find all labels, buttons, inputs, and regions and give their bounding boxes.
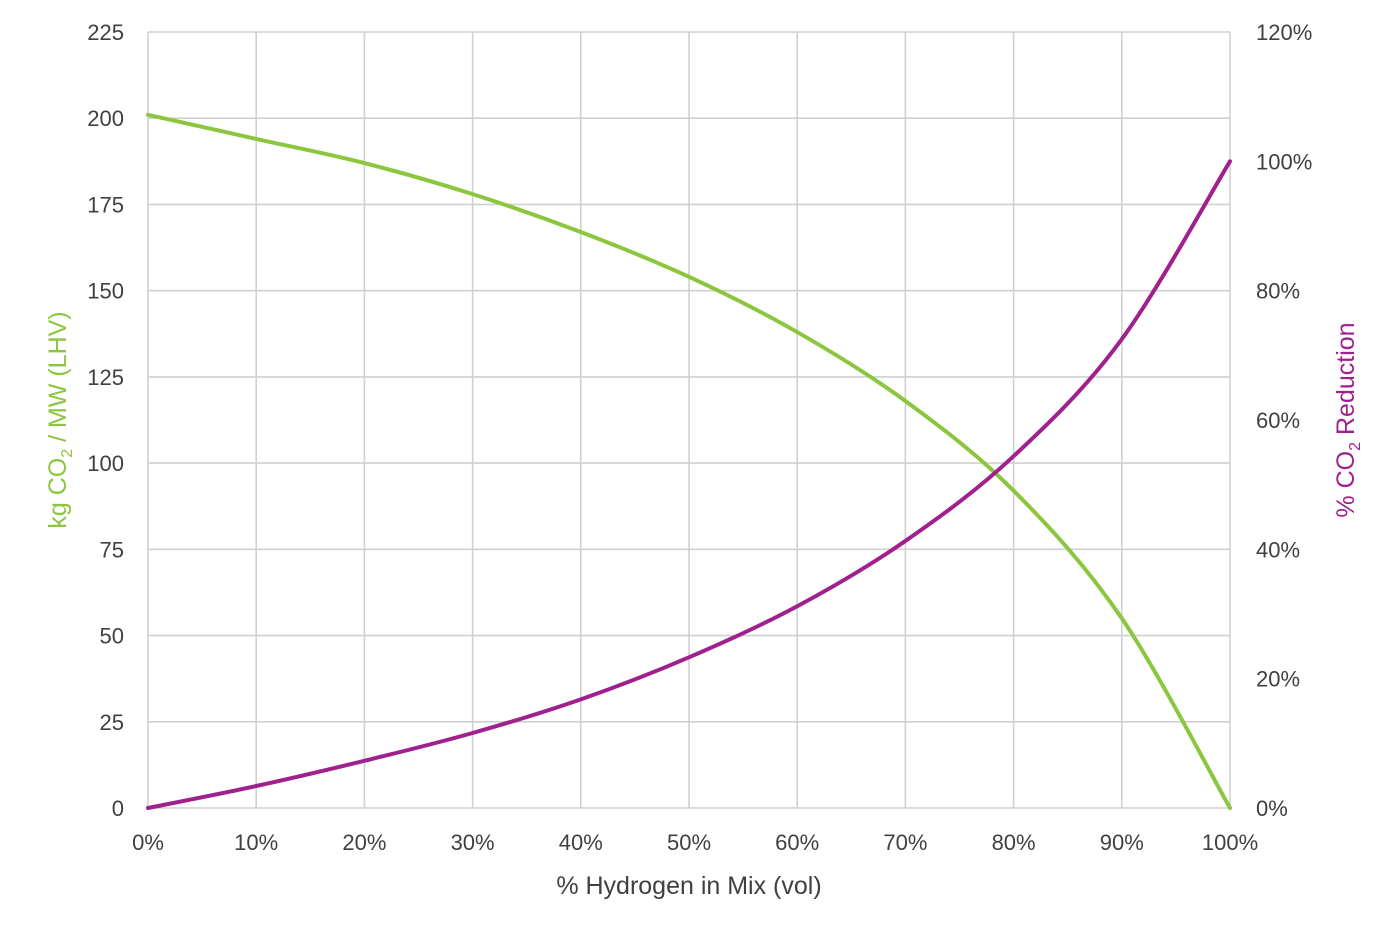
left-y-tick-label: 100 [87, 451, 124, 476]
x-tick-label: 40% [559, 830, 603, 855]
x-axis-tick-labels: 0% 10% 20% 30% 40% 50% 60% 70% 80% 90% 100% [132, 830, 1258, 855]
left-axis-title: kg CO2 / MW (LHV) [44, 311, 76, 528]
x-tick-label: 30% [451, 830, 495, 855]
right-y-tick-label: 0% [1256, 796, 1288, 821]
right-y-tick-label: 120% [1256, 20, 1312, 45]
left-y-tick-label: 75 [100, 537, 124, 562]
left-y-tick-label: 125 [87, 365, 124, 390]
right-y-tick-label: 20% [1256, 667, 1300, 692]
left-y-tick-label: 225 [87, 20, 124, 45]
x-tick-label: 10% [234, 830, 278, 855]
gridlines [147, 31, 1231, 809]
series-line-co2-reduction [146, 159, 1232, 810]
right-y-tick-label: 100% [1256, 149, 1312, 174]
left-y-tick-label: 0 [112, 796, 124, 821]
left-axis-title-prefix: kg CO [44, 458, 72, 529]
x-tick-label: 90% [1100, 830, 1144, 855]
x-axis-title: % Hydrogen in Mix (vol) [556, 872, 821, 900]
left-axis-title-suffix: / MW (LHV) [44, 311, 72, 449]
x-tick-label: 0% [132, 830, 164, 855]
left-axis-title-subscript: 2 [59, 449, 76, 458]
x-tick-label: 60% [775, 830, 819, 855]
x-tick-label: 20% [342, 830, 386, 855]
right-y-tick-label: 40% [1256, 537, 1300, 562]
left-y-tick-label: 150 [87, 279, 124, 304]
left-axis-tick-labels: 0 25 50 75 100 125 150 175 200 225 [87, 20, 124, 821]
right-axis-title-prefix: % CO [1332, 451, 1360, 518]
left-y-tick-label: 175 [87, 192, 124, 217]
right-axis-title-subscript: 2 [1347, 442, 1364, 451]
x-tick-label: 80% [992, 830, 1036, 855]
x-tick-label: 70% [883, 830, 927, 855]
right-axis-title: % CO2 Reduction [1332, 322, 1364, 517]
left-y-tick-label: 50 [100, 624, 124, 649]
x-tick-label: 100% [1202, 830, 1258, 855]
left-y-tick-label: 200 [87, 106, 124, 131]
right-y-tick-label: 80% [1256, 279, 1300, 304]
left-y-tick-label: 25 [100, 710, 124, 735]
right-y-tick-label: 60% [1256, 408, 1300, 433]
series-lines [146, 112, 1232, 810]
right-axis-tick-labels: 0% 20% 40% 60% 80% 100% 120% [1256, 20, 1312, 821]
x-tick-label: 50% [667, 830, 711, 855]
right-axis-title-suffix: Reduction [1332, 322, 1360, 442]
series-line-kg-co2-per-mw [146, 112, 1232, 810]
